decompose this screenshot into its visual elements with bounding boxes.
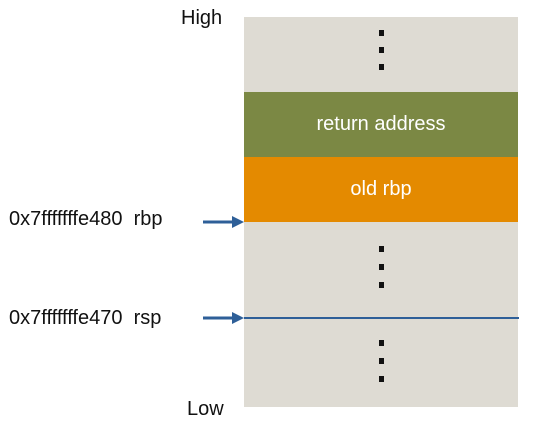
ellipsis-top (379, 30, 385, 70)
return-address-block: return address (244, 92, 518, 157)
ellipsis-bottom (379, 340, 385, 382)
rsp-arrow (203, 312, 244, 324)
high-label: High (181, 7, 223, 29)
return-address-label: return address (316, 113, 446, 135)
rsp-address: 0x7fffffffe470 (9, 307, 123, 329)
low-label: Low (187, 398, 224, 420)
rsp-register: rsp (133, 307, 162, 329)
rbp-register: rbp (133, 208, 163, 230)
rbp-pointer-label: 0x7fffffffe480 rbp (9, 208, 163, 231)
old-rbp-label: old rbp (350, 178, 412, 200)
rbp-arrow (203, 216, 244, 228)
ellipsis-middle (379, 246, 385, 288)
old-rbp-block: old rbp (244, 157, 518, 222)
rsp-boundary-line (244, 317, 519, 319)
rsp-pointer-label: 0x7fffffffe470 rsp (9, 307, 161, 330)
rbp-address: 0x7fffffffe480 (9, 208, 123, 230)
